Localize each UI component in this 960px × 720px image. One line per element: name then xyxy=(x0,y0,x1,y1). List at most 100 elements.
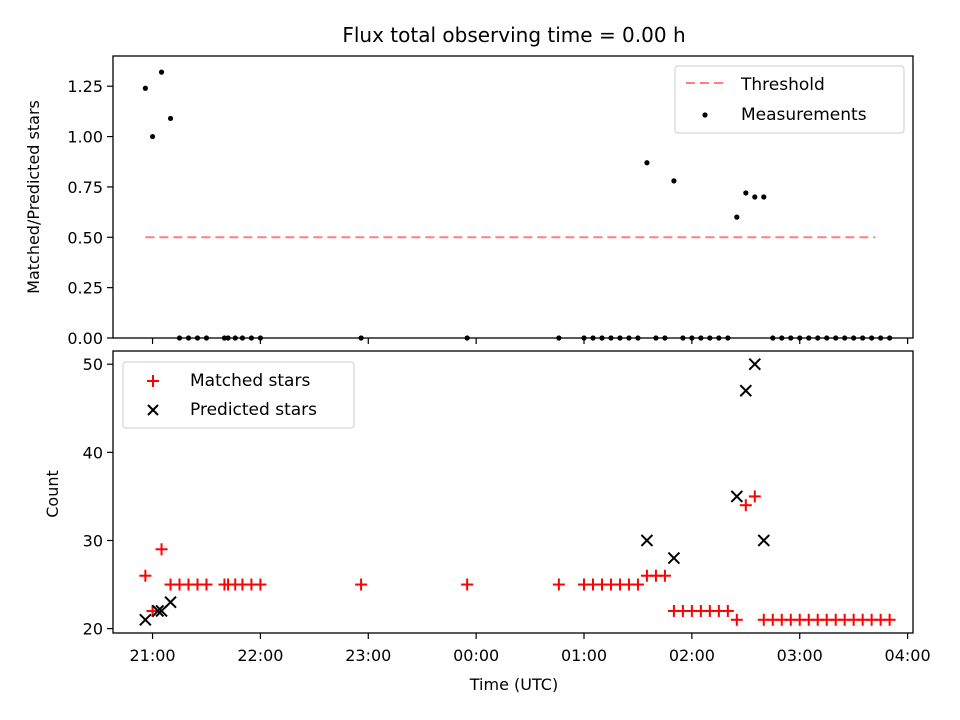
measurement-point xyxy=(761,194,767,200)
bottom-panel: 20 30 40 50 21:00 22:00 23:00 00:00 01:00 02:00 0… xyxy=(43,350,931,694)
x-tick-label: 02:00 xyxy=(669,646,715,665)
measurement-point xyxy=(358,335,364,341)
top-y-tick-label: 0.25 xyxy=(67,279,103,298)
measurement-point xyxy=(815,335,821,341)
predicted-star-point xyxy=(164,595,177,609)
measurement-point xyxy=(860,335,866,341)
measurement-point xyxy=(887,335,893,341)
predicted-star-point xyxy=(139,613,152,626)
measurement-point xyxy=(680,335,686,341)
measurement-point xyxy=(869,335,875,341)
measurement-point xyxy=(707,335,713,341)
matched-star-point xyxy=(739,499,752,512)
measurement-point xyxy=(842,335,848,341)
predicted-star-point xyxy=(151,604,165,618)
matched-star-point xyxy=(155,543,168,556)
measurement-point xyxy=(635,335,641,341)
measurement-point xyxy=(608,335,614,341)
predicted-star-point xyxy=(640,534,654,547)
matched-star-point xyxy=(355,578,368,591)
measurement-point xyxy=(770,335,776,341)
top-y-tick-label: 1.25 xyxy=(67,77,103,96)
top-y-tick-label: 0.50 xyxy=(67,228,103,247)
measurement-point xyxy=(239,335,246,341)
bottom-y-tick-label: 20 xyxy=(83,620,103,639)
measurement-point xyxy=(797,335,803,341)
bottom-y-axis-label: Count xyxy=(43,470,62,518)
top-y-tick-label: 0.00 xyxy=(67,329,103,348)
measurement-point xyxy=(725,335,731,341)
top-y-tick-label: 0.75 xyxy=(67,178,103,197)
predicted-stars-points xyxy=(139,358,770,626)
measurement-point xyxy=(158,69,165,75)
measurement-point xyxy=(142,85,148,91)
measurement-point xyxy=(617,335,623,341)
matched-star-point xyxy=(721,604,734,617)
measurement-point xyxy=(788,335,794,341)
legend-measurements-swatch xyxy=(702,112,708,118)
matched-star-point xyxy=(631,578,644,591)
bottom-y-tick-label: 30 xyxy=(83,531,103,550)
x-tick-label: 00:00 xyxy=(453,646,499,665)
bottom-y-tick-label: 50 xyxy=(83,355,103,374)
matched-star-point xyxy=(730,613,743,626)
measurement-point xyxy=(599,335,605,341)
legend-matched-swatch xyxy=(147,375,159,387)
measurement-point xyxy=(225,335,231,341)
measurement-point xyxy=(176,335,183,341)
bottom-legend: Matched stars Predicted stars xyxy=(122,361,355,429)
matched-star-point xyxy=(552,578,565,591)
legend-predicted-swatch xyxy=(147,404,159,416)
measurement-point xyxy=(689,335,695,341)
x-tick-label: 03:00 xyxy=(777,646,823,665)
measurement-point xyxy=(806,335,812,341)
legend-matched-label: Matched stars xyxy=(190,371,310,391)
measurement-point xyxy=(248,335,255,341)
measurement-point xyxy=(644,160,650,166)
measurement-point xyxy=(464,335,470,341)
measurement-point xyxy=(149,133,156,140)
predicted-star-point xyxy=(757,534,770,547)
bottom-legend-box xyxy=(122,361,355,429)
top-legend: Threshold Measurements xyxy=(674,65,905,134)
measurement-point xyxy=(833,335,839,341)
top-y-axis-label: Matched/Predicted stars xyxy=(24,100,43,294)
legend-measurements-label: Measurements xyxy=(741,105,867,125)
x-tick-label: 21:00 xyxy=(129,646,175,665)
predicted-star-point xyxy=(739,384,753,397)
measurement-point xyxy=(556,335,562,341)
top-x-ticks xyxy=(151,338,909,344)
measurement-point xyxy=(824,335,830,341)
measurement-point xyxy=(716,335,722,341)
chart-title: Flux total observing time = 0.00 h xyxy=(342,23,685,47)
measurement-point xyxy=(221,335,228,341)
x-tick-label: 04:00 xyxy=(885,646,931,665)
measurement-point xyxy=(185,335,192,341)
measurement-point xyxy=(626,335,632,341)
top-y-axis: 0.00 0.25 0.50 0.75 1.00 1.25 xyxy=(67,77,113,348)
measurement-point xyxy=(878,335,884,341)
predicted-star-point xyxy=(667,551,681,565)
x-tick-label: 22:00 xyxy=(237,646,283,665)
predicted-star-point xyxy=(730,490,744,503)
legend-predicted-label: Predicted stars xyxy=(190,400,317,420)
measurement-point xyxy=(734,214,740,220)
measurement-point xyxy=(167,115,174,122)
bottom-x-axis: 21:00 22:00 23:00 00:00 01:00 02:00 03:00 04:00 xyxy=(129,633,931,665)
measurement-point xyxy=(232,335,238,341)
matched-star-point xyxy=(748,490,761,503)
measurement-point xyxy=(257,335,264,341)
measurement-point xyxy=(581,335,587,341)
predicted-star-point xyxy=(748,358,762,371)
measurement-point xyxy=(851,335,857,341)
matched-star-point xyxy=(200,578,213,591)
measurement-point xyxy=(203,335,210,341)
matched-star-point xyxy=(658,569,671,582)
measurement-point xyxy=(698,335,704,341)
measurement-point xyxy=(779,335,785,341)
top-panel: 0.00 0.25 0.50 0.75 1.00 1.25 Matched/Predict… xyxy=(24,55,914,348)
legend-threshold-label: Threshold xyxy=(740,75,825,95)
x-tick-label: 01:00 xyxy=(561,646,607,665)
x-axis-label: Time (UTC) xyxy=(469,675,558,694)
